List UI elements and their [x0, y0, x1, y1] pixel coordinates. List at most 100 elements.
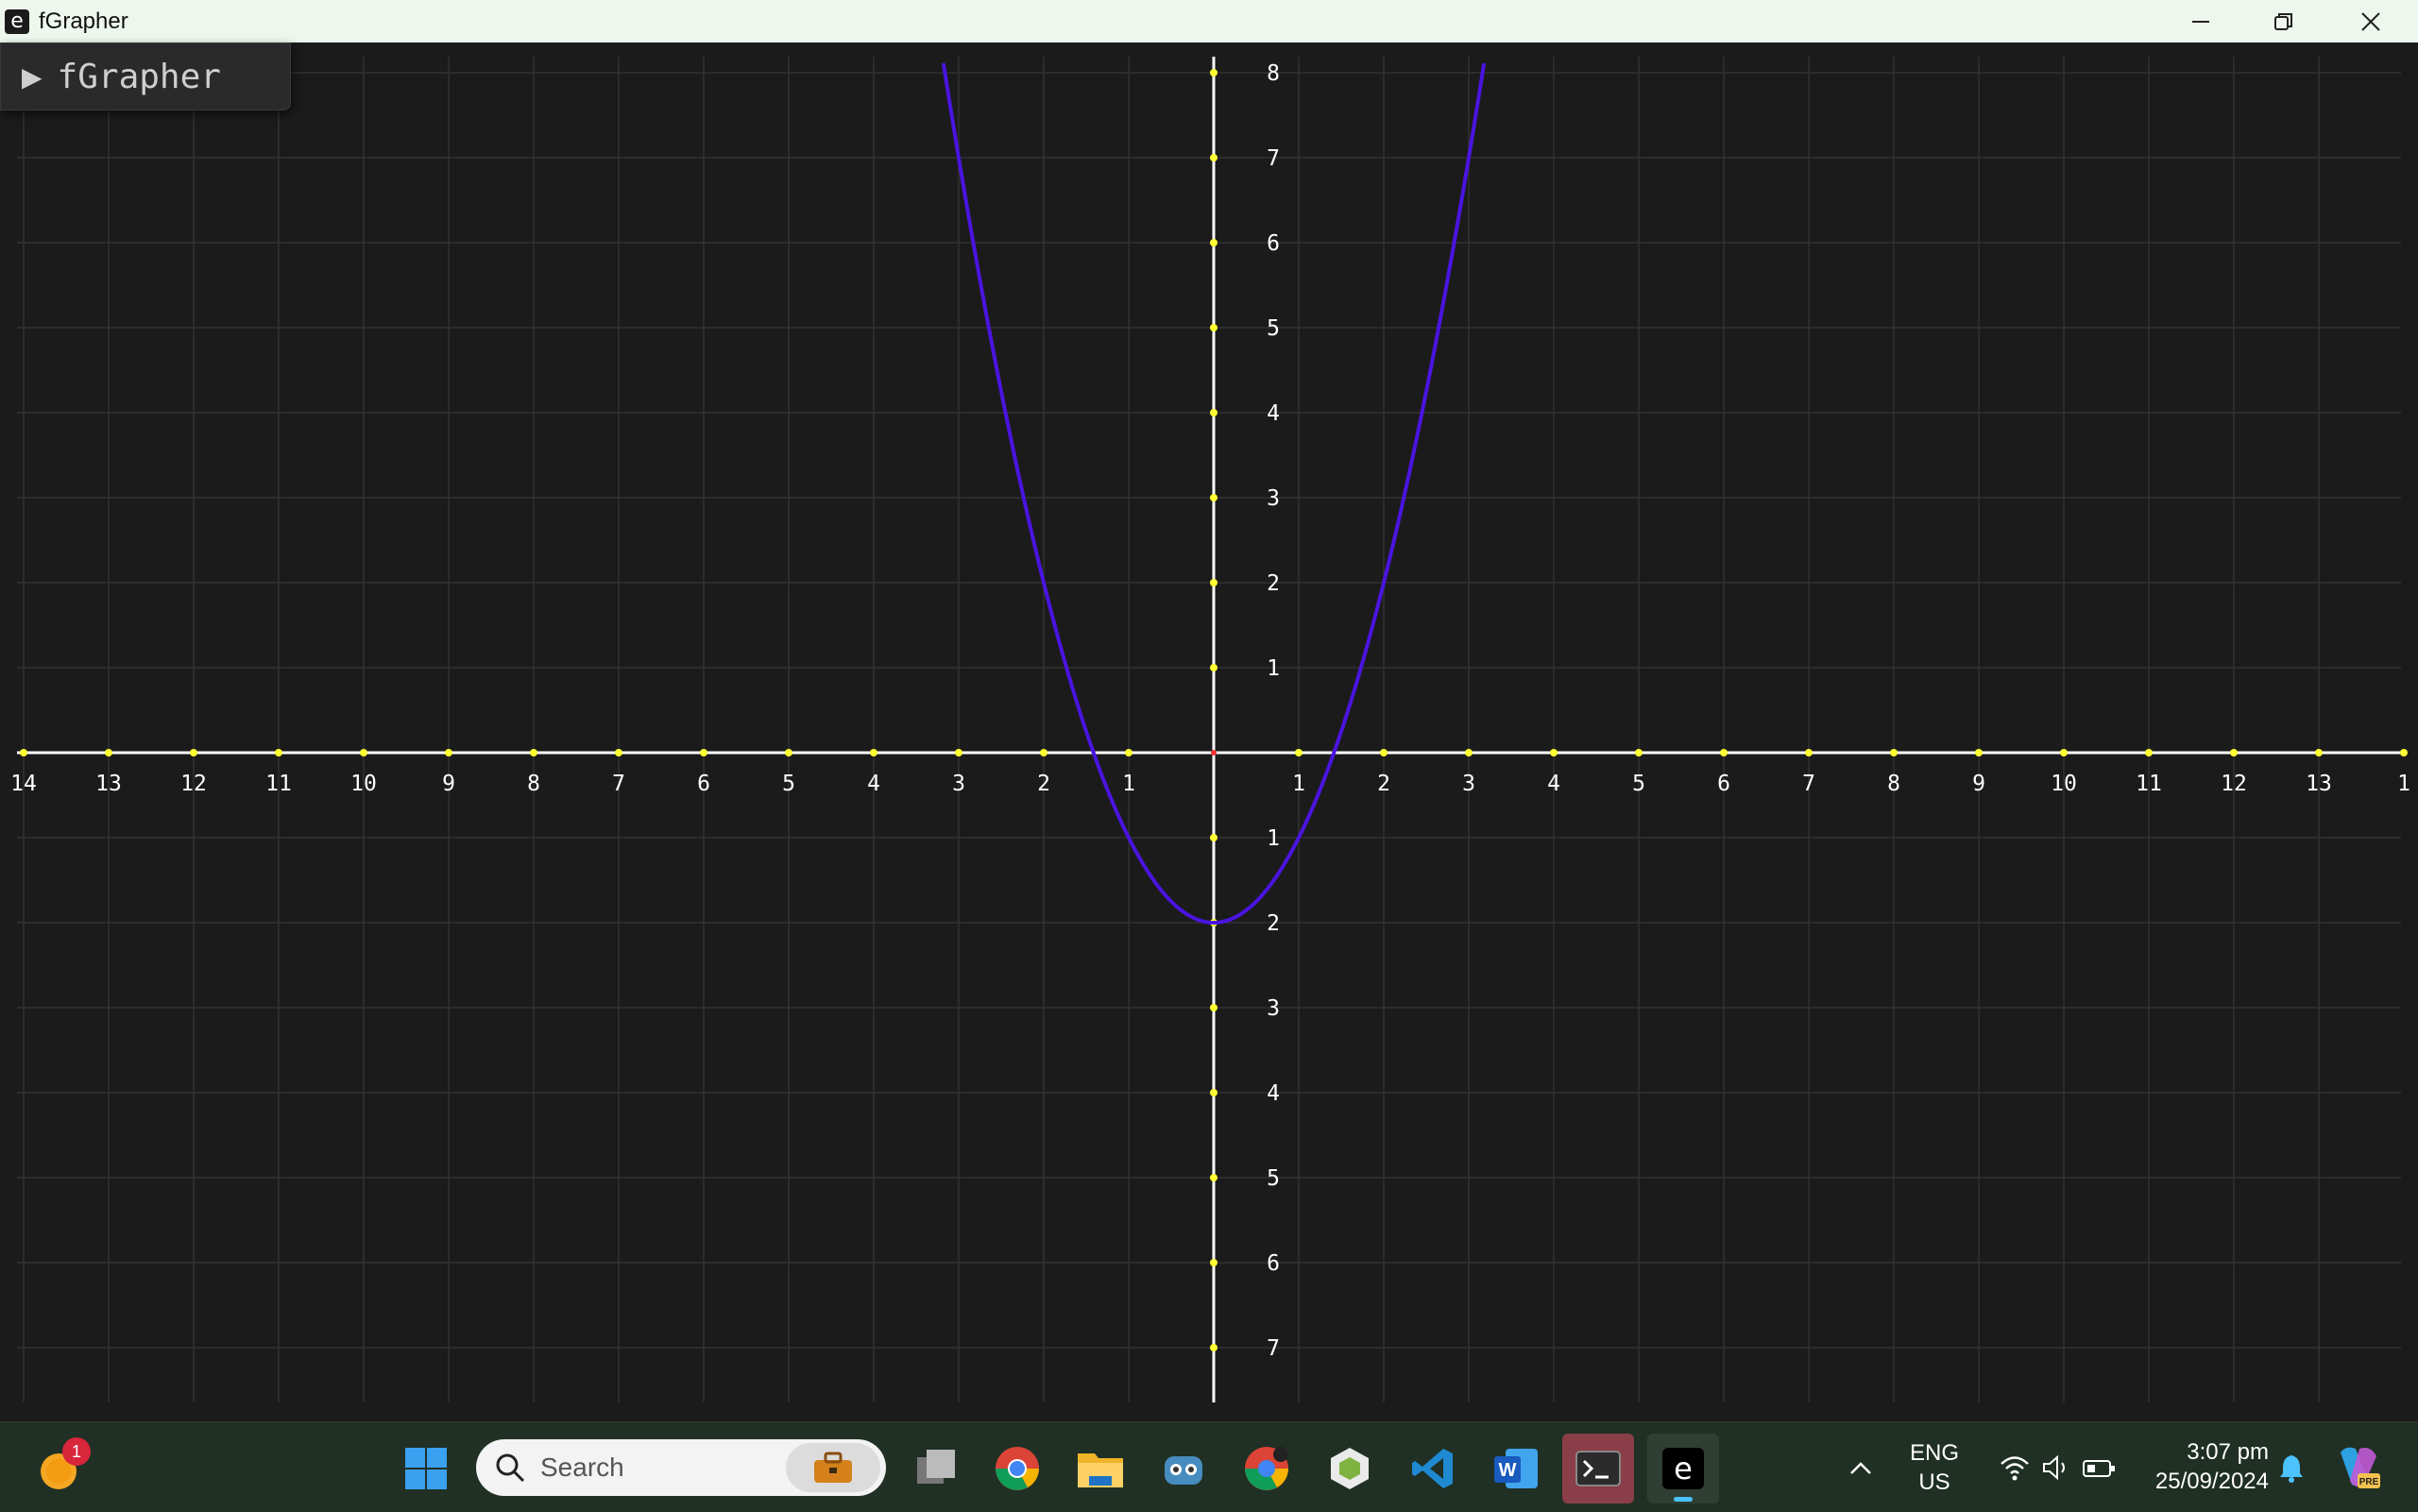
- graph-menu-panel[interactable]: ▶ fGrapher: [0, 42, 291, 110]
- axes: [17, 57, 2404, 1402]
- grid-lines: [17, 57, 2401, 1402]
- language-indicator[interactable]: ENG US: [1899, 1437, 1970, 1498]
- x-tick-dot: [190, 749, 197, 756]
- vscode-icon: [1412, 1449, 1453, 1488]
- volume-icon: [2043, 1454, 2065, 1481]
- window-title: fGrapher: [39, 8, 128, 34]
- axis-labels: 14 13 12 11 10 9 8 7 6 5 4 3 2 1 1 2 3 4 5 6 7 8 9 10 11 12 13 1876…: [10, 61, 2410, 1361]
- y-tick-label: 1: [1267, 826, 1280, 851]
- x-tick-label: 9: [442, 772, 455, 796]
- x-tick-label: 13: [95, 772, 122, 796]
- x-tick-dot: [360, 749, 367, 756]
- x-tick-dot: [870, 749, 877, 756]
- x-tick-label: 11: [2136, 772, 2162, 796]
- fgrapher-icon: e: [1662, 1448, 1704, 1489]
- region-code: US: [1918, 1470, 1950, 1495]
- word-icon: W: [1494, 1449, 1538, 1488]
- x-tick-dot: [105, 749, 112, 756]
- unity-button[interactable]: [1324, 1443, 1375, 1494]
- y-tick-label: 8: [1267, 61, 1280, 86]
- language-code: ENG: [1909, 1440, 1959, 1466]
- y-tick-dot: [1210, 409, 1218, 416]
- chrome-button[interactable]: [992, 1443, 1043, 1494]
- svg-text:PRE: PRE: [2359, 1477, 2379, 1487]
- x-tick-label: 7: [1802, 772, 1815, 796]
- x-tick-dot: [1295, 749, 1303, 756]
- terminal-button[interactable]: [1562, 1434, 1634, 1504]
- y-tick-dot: [1210, 154, 1218, 161]
- fgrapher-taskbar-button[interactable]: e: [1647, 1434, 1719, 1504]
- quick-settings-button[interactable]: [1987, 1449, 2129, 1487]
- y-tick-label: 7: [1267, 146, 1280, 171]
- file-explorer-button[interactable]: [1075, 1443, 1126, 1494]
- app-icon: e: [5, 8, 29, 34]
- clock[interactable]: 3:07 pm 25/09/2024: [2137, 1436, 2269, 1498]
- search-icon: [496, 1453, 525, 1483]
- close-button[interactable]: [2327, 0, 2414, 42]
- weather-widget[interactable]: 1: [34, 1437, 91, 1494]
- x-tick-dot: [1465, 749, 1473, 756]
- graph-plot[interactable]: 14 13 12 11 10 9 8 7 6 5 4 3 2 1 1 2 3 4 5 6 7 8 9 10 11 12 13 1876…: [0, 42, 2418, 1421]
- file-explorer-icon: [1078, 1453, 1123, 1487]
- y-tick-dot: [1210, 834, 1218, 841]
- vscode-button[interactable]: [1407, 1443, 1458, 1494]
- restore-button[interactable]: [2240, 0, 2327, 42]
- x-tick-label: 5: [782, 772, 795, 796]
- notifications-button[interactable]: [2273, 1449, 2310, 1487]
- x-tick-label: 9: [1972, 772, 1985, 796]
- x-tick-dot: [2060, 749, 2068, 756]
- copilot-button[interactable]: PRE: [2329, 1441, 2386, 1494]
- x-tick-label: 3: [952, 772, 965, 796]
- bell-icon: [2280, 1455, 2303, 1483]
- briefcase-icon: [814, 1452, 852, 1483]
- panel-title: fGrapher: [57, 57, 221, 96]
- x-tick-dot: [1125, 749, 1132, 756]
- x-tick-label: 2: [1037, 772, 1050, 796]
- tick-dots: [20, 69, 2408, 1351]
- y-tick-label: 3: [1267, 486, 1280, 511]
- x-tick-label: 3: [1462, 772, 1475, 796]
- show-hidden-icons-button[interactable]: [1842, 1449, 1880, 1487]
- y-tick-dot: [1210, 1344, 1218, 1351]
- y-tick-label: 1: [1267, 656, 1280, 681]
- x-tick-label: 7: [612, 772, 625, 796]
- task-view-button[interactable]: [911, 1443, 962, 1494]
- godot-button[interactable]: [1158, 1443, 1209, 1494]
- word-button[interactable]: W: [1490, 1443, 1541, 1494]
- x-tick-label: 4: [1547, 772, 1560, 796]
- y-tick-label: 4: [1267, 401, 1280, 426]
- minimize-icon: [2192, 20, 2209, 23]
- x-tick-label: 1: [2397, 772, 2410, 796]
- x-tick-dot: [2230, 749, 2238, 756]
- y-tick-label: 5: [1267, 316, 1280, 341]
- x-tick-label: 1: [1292, 772, 1305, 796]
- y-tick-dot: [1210, 1089, 1218, 1096]
- y-tick-dot: [1210, 1004, 1218, 1011]
- chrome-canary-button[interactable]: [1241, 1443, 1292, 1494]
- x-tick-dot: [1805, 749, 1813, 756]
- godot-icon: [1165, 1456, 1202, 1485]
- x-tick-label: 14: [10, 772, 37, 796]
- taskbar: 1 Search: [0, 1421, 2418, 1512]
- clock-time: 3:07 pm: [2187, 1439, 2269, 1465]
- x-tick-label: 2: [1377, 772, 1390, 796]
- x-tick-label: 6: [697, 772, 710, 796]
- start-button[interactable]: [400, 1443, 451, 1494]
- x-tick-label: 1: [1122, 772, 1135, 796]
- clock-date: 25/09/2024: [2154, 1469, 2269, 1494]
- x-tick-dot: [1635, 749, 1643, 756]
- taskbar-search[interactable]: Search: [476, 1439, 886, 1496]
- search-placeholder: Search: [540, 1453, 624, 1482]
- search-highlight[interactable]: [786, 1443, 880, 1492]
- copilot-icon: PRE: [2341, 1447, 2380, 1488]
- x-tick-dot: [1720, 749, 1728, 756]
- graph-canvas[interactable]: 14 13 12 11 10 9 8 7 6 5 4 3 2 1 1 2 3 4 5 6 7 8 9 10 11 12 13 1 8 7 6…: [0, 42, 2418, 1421]
- minimize-button[interactable]: [2157, 0, 2244, 42]
- y-tick-dot: [1210, 1259, 1218, 1266]
- y-tick-label: 7: [1267, 1336, 1280, 1361]
- battery-icon: [2083, 1460, 2115, 1477]
- x-tick-label: 6: [1717, 772, 1730, 796]
- x-tick-dot: [785, 749, 792, 756]
- expand-arrow-icon[interactable]: ▶: [22, 60, 43, 93]
- x-tick-dot: [1890, 749, 1898, 756]
